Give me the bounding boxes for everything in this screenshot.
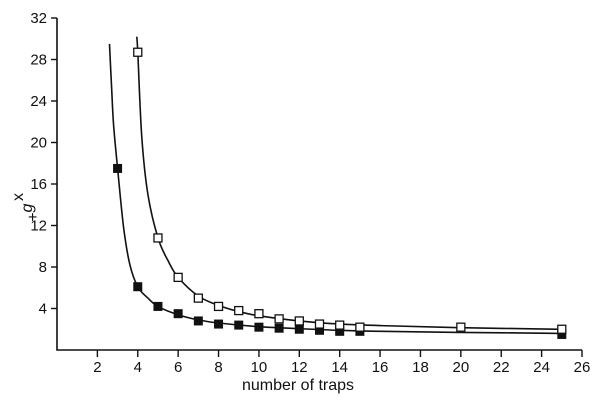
data-point-filled [274,323,284,333]
y-axis-title-sub: + [25,212,42,221]
data-point-open [294,316,304,326]
data-point-open [456,322,466,332]
axis-frame [56,18,582,351]
data-point-filled [214,319,224,329]
y-tick-label: 20 [30,135,47,152]
y-tick-label: 12 [30,218,47,235]
y-tick-label: 24 [30,93,47,110]
data-point-open [314,319,325,329]
x-tick-label: 8 [214,359,222,376]
data-point-filled [133,282,143,292]
data-point-open [213,301,224,312]
y-axis-title-main: g [19,203,36,212]
x-tick-label: 14 [331,359,348,376]
data-point-filled [113,163,123,173]
data-point-open [153,233,163,243]
y-axis-title-sup: x [10,193,27,201]
x-tick-label: 16 [372,359,389,376]
fit-curve-1 [108,43,562,335]
data-point-filled [153,301,163,311]
data-point-open [173,272,183,283]
data-point-filled [193,316,203,326]
fit-curves [108,36,562,335]
x-axis-title: number of traps [242,377,354,394]
data-point-open [193,293,203,303]
y-axis-title: g x + [10,193,42,222]
x-tick-label: 4 [134,359,142,376]
x-tick-label: 18 [412,359,429,376]
data-point-filled [234,320,244,330]
x-tick-label: 6 [174,359,182,376]
data-point-filled [173,309,183,319]
data-points [113,47,567,339]
y-tick-label: 4 [39,301,47,318]
data-point-open [557,324,567,334]
data-point-filled [254,322,264,332]
fit-curve-2 [136,36,562,331]
data-point-open [133,47,143,57]
y-tick-label: 16 [30,176,47,193]
x-tick-label: 10 [251,359,268,376]
x-tick-label: 24 [533,359,550,376]
x-tick-label: 20 [453,359,470,376]
x-tick-label: 22 [493,359,510,376]
data-point-open [254,309,264,319]
data-point-open [335,320,345,330]
x-tick-label: 12 [291,359,308,376]
data-point-open [234,305,244,316]
data-point-filled [294,324,304,334]
data-point-open [355,322,365,332]
y-tick-label: 28 [30,52,47,69]
x-tick-label: 2 [93,359,101,376]
x-tick-label: 26 [574,359,591,376]
y-tick-label: 8 [39,259,47,276]
y-tick-label: 32 [30,10,47,27]
axes [56,18,582,351]
data-point-open [274,314,284,324]
